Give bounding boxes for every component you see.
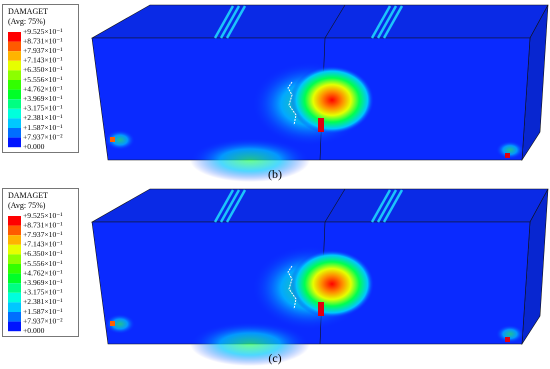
legend-title: DAMAGET bbox=[8, 191, 48, 200]
legend-swatch bbox=[8, 137, 21, 148]
legend-label: +7.937×10⁻² bbox=[23, 316, 63, 325]
legend-swatch bbox=[8, 225, 21, 236]
legend-label: +7.143×10⁻¹ bbox=[23, 56, 63, 65]
hot-spot bbox=[505, 153, 510, 158]
legend-swatch bbox=[8, 254, 21, 264]
legend-label: +7.937×10⁻¹ bbox=[23, 46, 63, 55]
legend-swatch bbox=[8, 99, 21, 109]
legend-label: +7.937×10⁻¹ bbox=[23, 230, 63, 239]
legend-label: +3.175×10⁻¹ bbox=[23, 104, 63, 113]
legend-swatch bbox=[8, 118, 21, 128]
legend-swatch bbox=[8, 283, 21, 293]
legend-swatch bbox=[8, 70, 21, 80]
legend-label: +3.969×10⁻¹ bbox=[23, 278, 63, 287]
legend-subtitle: (Avg: 75%) bbox=[8, 201, 46, 210]
legend-label: +0.000 bbox=[23, 142, 45, 151]
damage-zone bbox=[496, 325, 524, 343]
legend-label: +6.350×10⁻¹ bbox=[23, 65, 63, 74]
panel: DAMAGET(Avg: 75%)+9.525×10⁻¹+8.731×10⁻¹+… bbox=[2, 188, 549, 366]
damage-zone bbox=[290, 66, 374, 134]
damage-zone bbox=[496, 141, 524, 159]
stripe bbox=[382, 189, 404, 223]
stripe bbox=[219, 189, 241, 223]
stripe bbox=[370, 189, 392, 223]
legend-label: +4.762×10⁻¹ bbox=[23, 268, 63, 277]
legend-title: DAMAGET bbox=[8, 7, 48, 16]
crack bbox=[287, 81, 297, 126]
caption: (c) bbox=[268, 351, 281, 365]
legend-label: +9.525×10⁻¹ bbox=[23, 27, 63, 36]
legend-label: +3.969×10⁻¹ bbox=[23, 94, 63, 103]
legend-label: +4.762×10⁻¹ bbox=[23, 84, 63, 93]
legend-label: +2.381×10⁻¹ bbox=[23, 297, 63, 306]
joint bbox=[324, 188, 346, 223]
hot-spot bbox=[318, 118, 324, 132]
legend-label: +7.937×10⁻² bbox=[23, 132, 63, 141]
damage-zone bbox=[190, 322, 310, 366]
crack bbox=[287, 265, 297, 310]
legend-swatch bbox=[8, 216, 21, 226]
legend-label: +1.587×10⁻¹ bbox=[23, 307, 63, 316]
legend-label: +5.556×10⁻¹ bbox=[23, 75, 63, 84]
legend-swatch bbox=[8, 292, 21, 303]
legend-subtitle: (Avg: 75%) bbox=[8, 17, 46, 26]
legend-swatch bbox=[8, 321, 21, 332]
legend-swatch bbox=[8, 108, 21, 119]
legend-label: +3.175×10⁻¹ bbox=[23, 288, 63, 297]
damage-zone bbox=[190, 138, 310, 182]
stripe bbox=[213, 189, 235, 223]
stripe bbox=[225, 189, 247, 223]
legend-swatch bbox=[8, 264, 21, 274]
legend-swatch bbox=[8, 60, 21, 71]
legend-swatch bbox=[8, 89, 21, 100]
hot-spot bbox=[318, 302, 324, 316]
stripe bbox=[382, 5, 404, 39]
legend-label: +0.000 bbox=[23, 326, 45, 335]
legend-label: +7.143×10⁻¹ bbox=[23, 240, 63, 249]
legend-swatch bbox=[8, 41, 21, 52]
stripe bbox=[219, 5, 241, 39]
legend-swatch bbox=[8, 273, 21, 284]
stripe bbox=[370, 5, 392, 39]
beam-top bbox=[90, 188, 549, 223]
hot-spot bbox=[505, 337, 510, 342]
legend-swatch bbox=[8, 128, 21, 138]
legend-swatch bbox=[8, 80, 21, 90]
hot-spot bbox=[110, 137, 115, 142]
legend-label: +5.556×10⁻¹ bbox=[23, 259, 63, 268]
damage-zone bbox=[105, 314, 135, 334]
legend-swatch bbox=[8, 235, 21, 245]
legend-swatch bbox=[8, 51, 21, 61]
damage-zone bbox=[105, 130, 135, 150]
legend-label: +1.587×10⁻¹ bbox=[23, 123, 63, 132]
legend-label: +6.350×10⁻¹ bbox=[23, 249, 63, 258]
stripe bbox=[376, 189, 398, 223]
stripe bbox=[376, 5, 398, 39]
panel: DAMAGET(Avg: 75%)+9.525×10⁻¹+8.731×10⁻¹+… bbox=[2, 4, 549, 182]
legend-swatch bbox=[8, 32, 21, 42]
damage-zone bbox=[290, 250, 374, 318]
legend-label: +8.731×10⁻¹ bbox=[23, 36, 63, 45]
stripe bbox=[213, 5, 235, 39]
legend-swatch bbox=[8, 302, 21, 312]
caption: (b) bbox=[268, 167, 282, 181]
beam-top bbox=[90, 4, 549, 39]
stripe bbox=[225, 5, 247, 39]
legend-swatch bbox=[8, 244, 21, 255]
legend-label: +9.525×10⁻¹ bbox=[23, 211, 63, 220]
legend-label: +8.731×10⁻¹ bbox=[23, 220, 63, 229]
legend-label: +2.381×10⁻¹ bbox=[23, 113, 63, 122]
legend-swatch bbox=[8, 312, 21, 322]
hot-spot bbox=[110, 321, 115, 326]
joint bbox=[324, 4, 346, 39]
